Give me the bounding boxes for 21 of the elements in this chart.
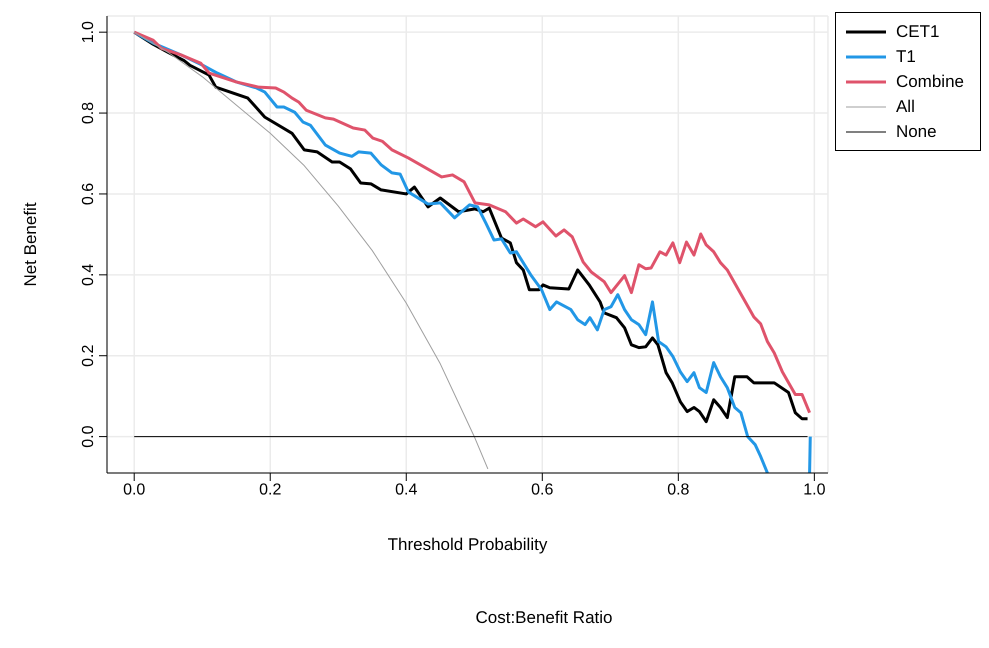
y-tick-label: 0.4	[80, 264, 97, 286]
y-tick-label: 0.8	[80, 102, 97, 124]
legend-label: T1	[896, 46, 916, 66]
y-tick-label: 0.2	[80, 344, 97, 367]
legend-label: Combine	[896, 72, 964, 92]
line-series	[134, 32, 488, 470]
text: Cost:Benefit Ratio	[474, 608, 614, 628]
x-tick-label: 1.0	[803, 481, 826, 498]
legend-label: CET1	[896, 22, 940, 42]
y-tick-label: 0.6	[80, 182, 97, 206]
legend-label: None	[896, 122, 937, 142]
x-tick-label: 0.0	[123, 481, 146, 498]
x-tick-label: 0.6	[531, 481, 554, 498]
y-axis-title: Net Benefit	[21, 202, 40, 287]
y-tick-label: 0.0	[80, 425, 97, 448]
x-axis-title: Threshold Probability	[388, 535, 548, 554]
x-tick-label: 0.8	[667, 481, 690, 498]
y-tick-label: 1.0	[80, 20, 97, 44]
x-tick-label: 0.2	[259, 481, 282, 498]
x-tick-label: 0.4	[395, 481, 418, 498]
legend-label: All	[896, 96, 915, 116]
